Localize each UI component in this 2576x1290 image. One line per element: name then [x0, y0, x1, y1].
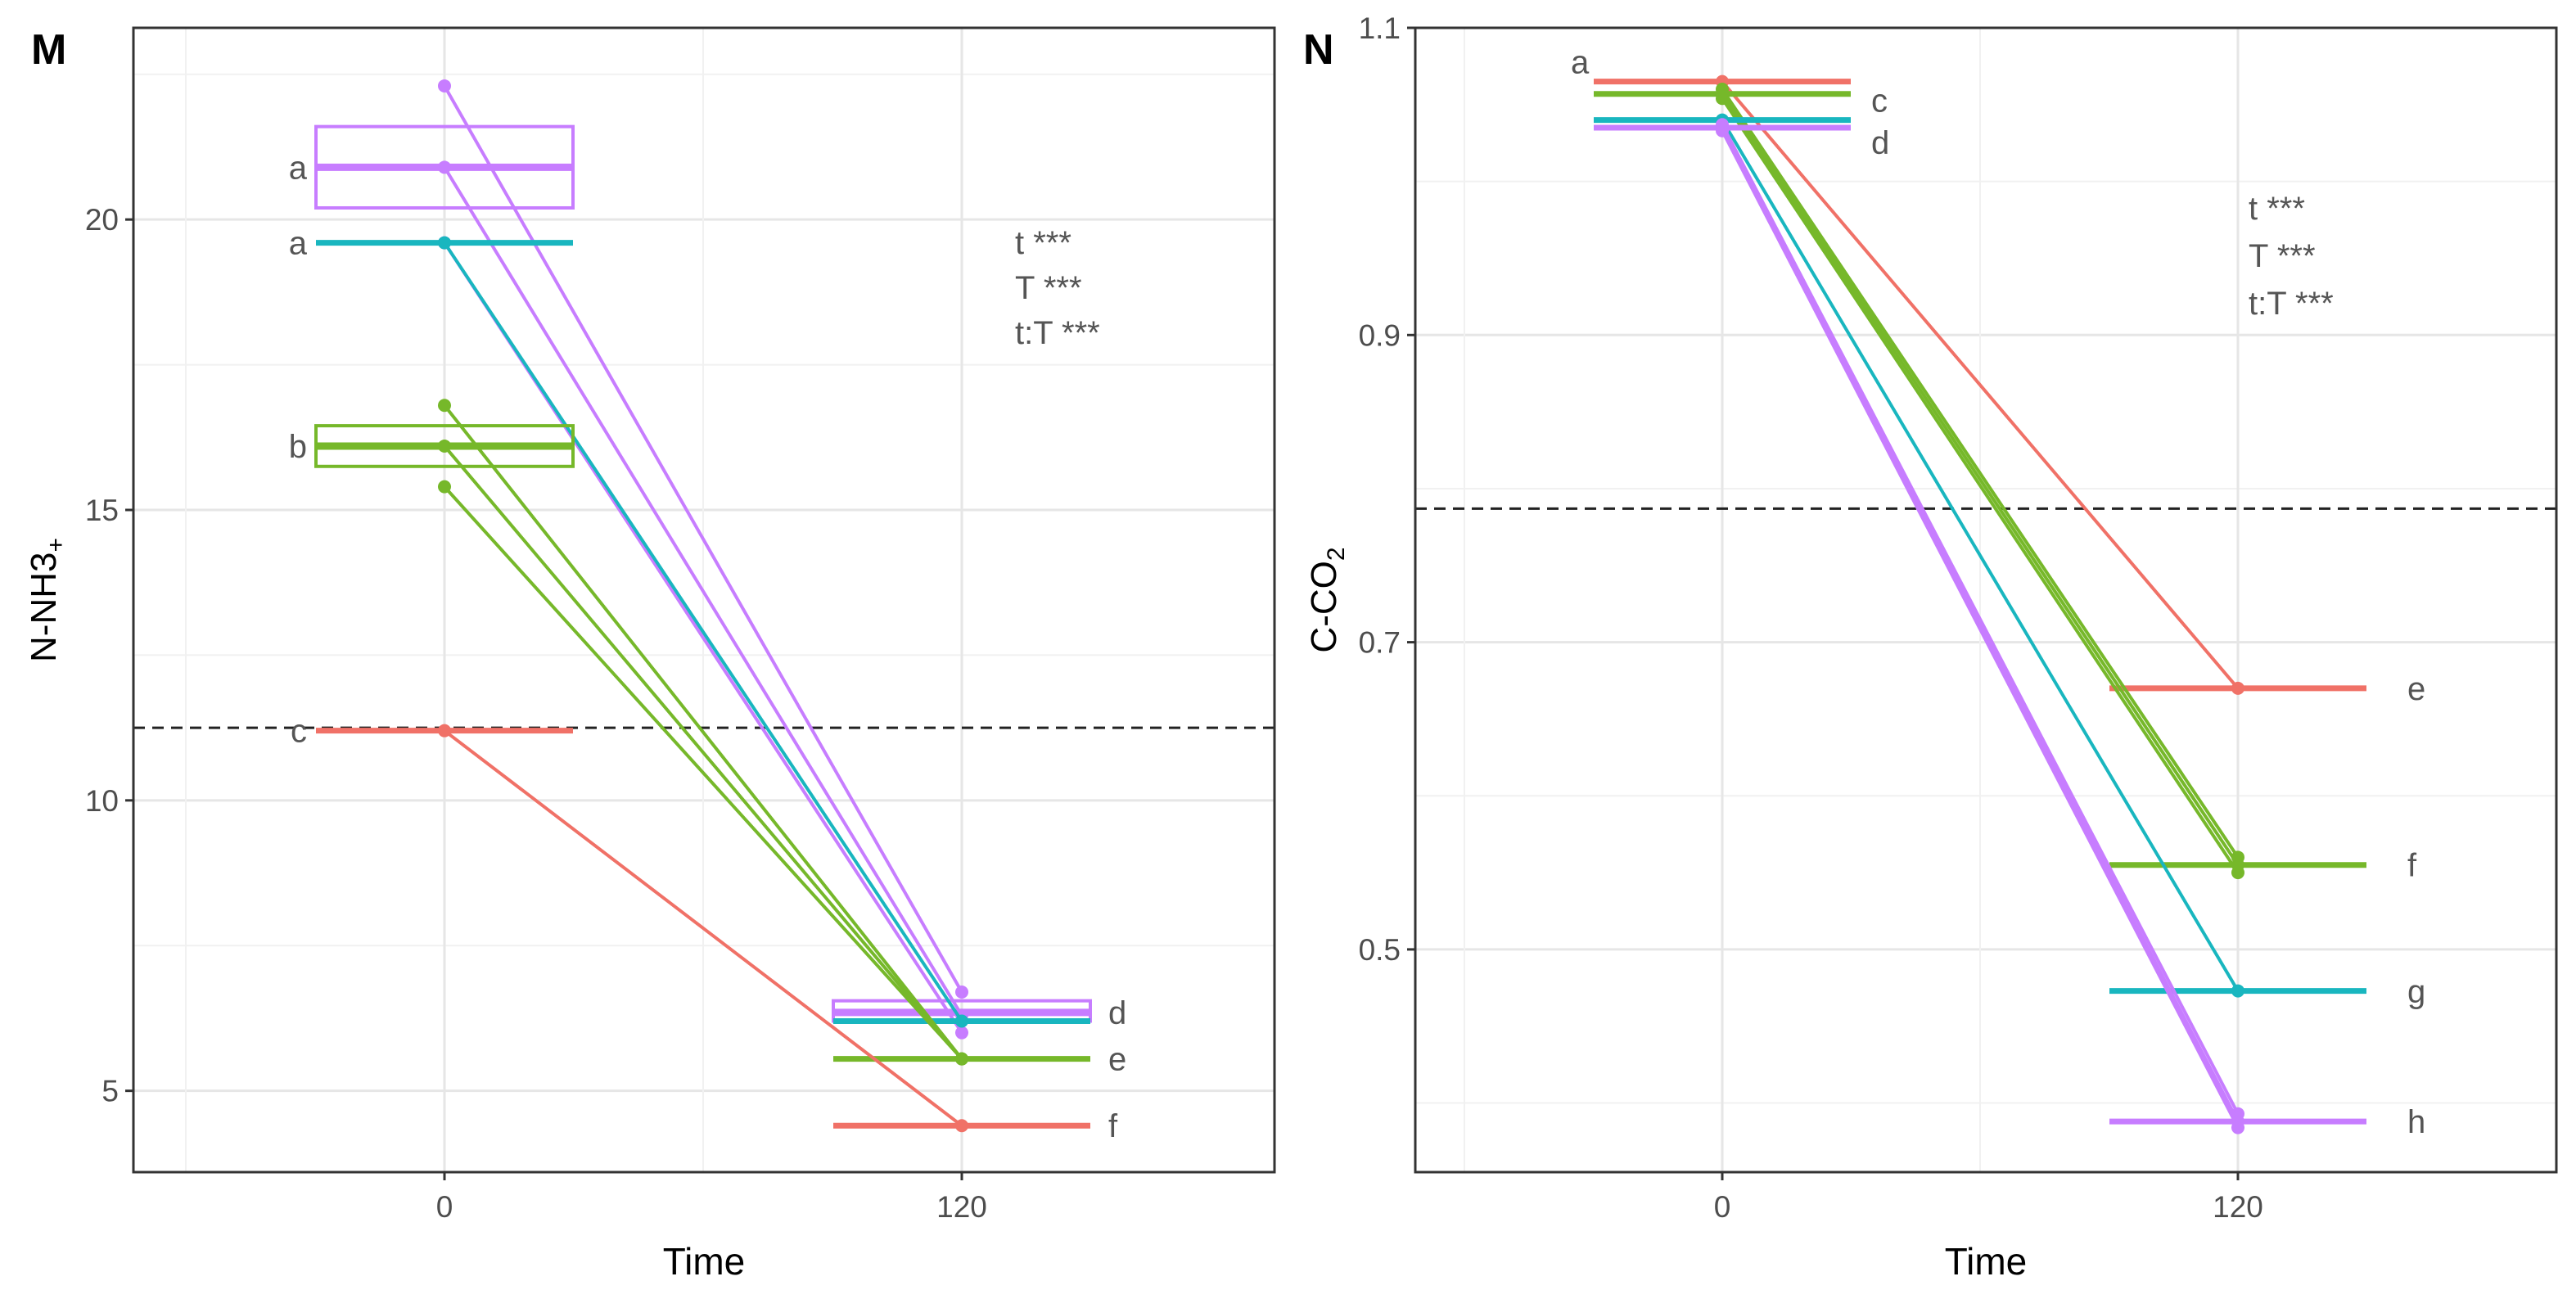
y-tick-label: 0.5	[1359, 933, 1401, 967]
y-axis-title: N-NH3+	[24, 538, 70, 662]
y-tick-label: 1.1	[1359, 11, 1401, 45]
series-green	[1594, 83, 2366, 880]
data-point	[438, 79, 451, 92]
series-segment	[443, 729, 963, 1127]
data-point	[2231, 1121, 2244, 1134]
series-green	[314, 399, 1090, 1066]
series-segment	[1721, 129, 2240, 1129]
data-point	[438, 236, 451, 250]
y-tick-label: 20	[85, 203, 119, 237]
significance-letter: g	[2407, 974, 2425, 1010]
x-tick-label: 120	[936, 1190, 987, 1224]
data-point	[438, 160, 451, 174]
plot-frame	[1414, 26, 2558, 1174]
series-segment	[1721, 119, 2240, 992]
significance-letter: f	[1108, 1108, 1118, 1144]
significance-letter: a	[289, 226, 308, 262]
y-tick-label: 0.9	[1359, 318, 1401, 352]
significance-letter: c	[1871, 83, 1888, 120]
significance-letter: f	[2407, 848, 2417, 884]
x-tick-label: 0	[436, 1190, 453, 1224]
x-tick-label: 120	[2213, 1190, 2263, 1224]
series-purple	[314, 79, 1092, 1040]
series-segment	[1721, 127, 2240, 1122]
significance-letter: b	[289, 429, 307, 465]
data-point	[1716, 124, 1729, 138]
data-point	[2231, 866, 2244, 880]
stats-annotation: T ***	[2249, 238, 2316, 274]
significance-letter: h	[2407, 1104, 2425, 1140]
significance-letter: e	[2407, 671, 2425, 707]
data-point	[2231, 681, 2244, 695]
panel-m: a d a b e c f 5 10 15 20 0 120 Time N-NH3+ Mt *** T *** t…	[24, 26, 1276, 1283]
series-purple	[1594, 118, 2366, 1134]
significance-letter: a	[289, 150, 308, 186]
data-point	[2231, 984, 2244, 998]
stats-annotation: T ***	[1015, 270, 1082, 306]
stats-annotation: t:T ***	[1015, 315, 1100, 351]
data-point	[955, 1014, 968, 1028]
data-point	[438, 480, 451, 494]
stats-annotation: t ***	[2249, 191, 2305, 227]
x-axis-title: Time	[663, 1240, 746, 1283]
data-point	[438, 439, 451, 453]
stats-annotation: t:T ***	[2249, 286, 2334, 322]
series-red	[1594, 74, 2366, 695]
significance-letter: d	[1871, 125, 1889, 161]
series-segment	[1721, 80, 2240, 690]
series-segment	[443, 84, 963, 994]
x-tick-label: 0	[1714, 1190, 1731, 1224]
series-segment	[1721, 97, 2240, 874]
stats-annotation: t ***	[1015, 225, 1071, 261]
x-axis-title: Time	[1945, 1240, 2028, 1283]
series-segment	[443, 241, 963, 1022]
data-point	[438, 399, 451, 413]
y-axis-title: C-CO2	[1304, 547, 1350, 652]
panel-label: M	[31, 26, 66, 74]
significance-letter: d	[1108, 995, 1126, 1031]
series-red	[316, 724, 1090, 1133]
plot-frame	[132, 26, 1276, 1174]
series-teal	[316, 236, 1090, 1028]
y-tick-label: 10	[85, 784, 119, 818]
significance-letter: a	[1571, 45, 1590, 81]
series-segment	[1721, 88, 2240, 859]
data-point	[955, 986, 968, 999]
series-segment	[443, 485, 963, 1060]
panel-n: a e c f g d h 0.5 0.7 0.9 1.1 0 120 Time C-CO2 Nt *** T …	[1303, 11, 2558, 1283]
significance-letter: e	[1108, 1042, 1126, 1078]
series-segment	[1721, 124, 2240, 1115]
panel-label: N	[1303, 26, 1334, 74]
y-tick-label: 0.7	[1359, 626, 1401, 660]
significance-letter: c	[291, 714, 307, 750]
data-point	[1716, 92, 1729, 106]
data-point	[438, 724, 451, 737]
series-segment	[1721, 92, 2240, 866]
data-point	[955, 1052, 968, 1066]
series-segment	[443, 404, 963, 1060]
y-tick-label: 15	[85, 494, 119, 527]
series-segment	[443, 444, 963, 1060]
data-point	[955, 1119, 968, 1133]
data-point	[955, 1026, 968, 1040]
y-tick-label: 5	[102, 1075, 119, 1108]
series-segment	[443, 166, 963, 1017]
